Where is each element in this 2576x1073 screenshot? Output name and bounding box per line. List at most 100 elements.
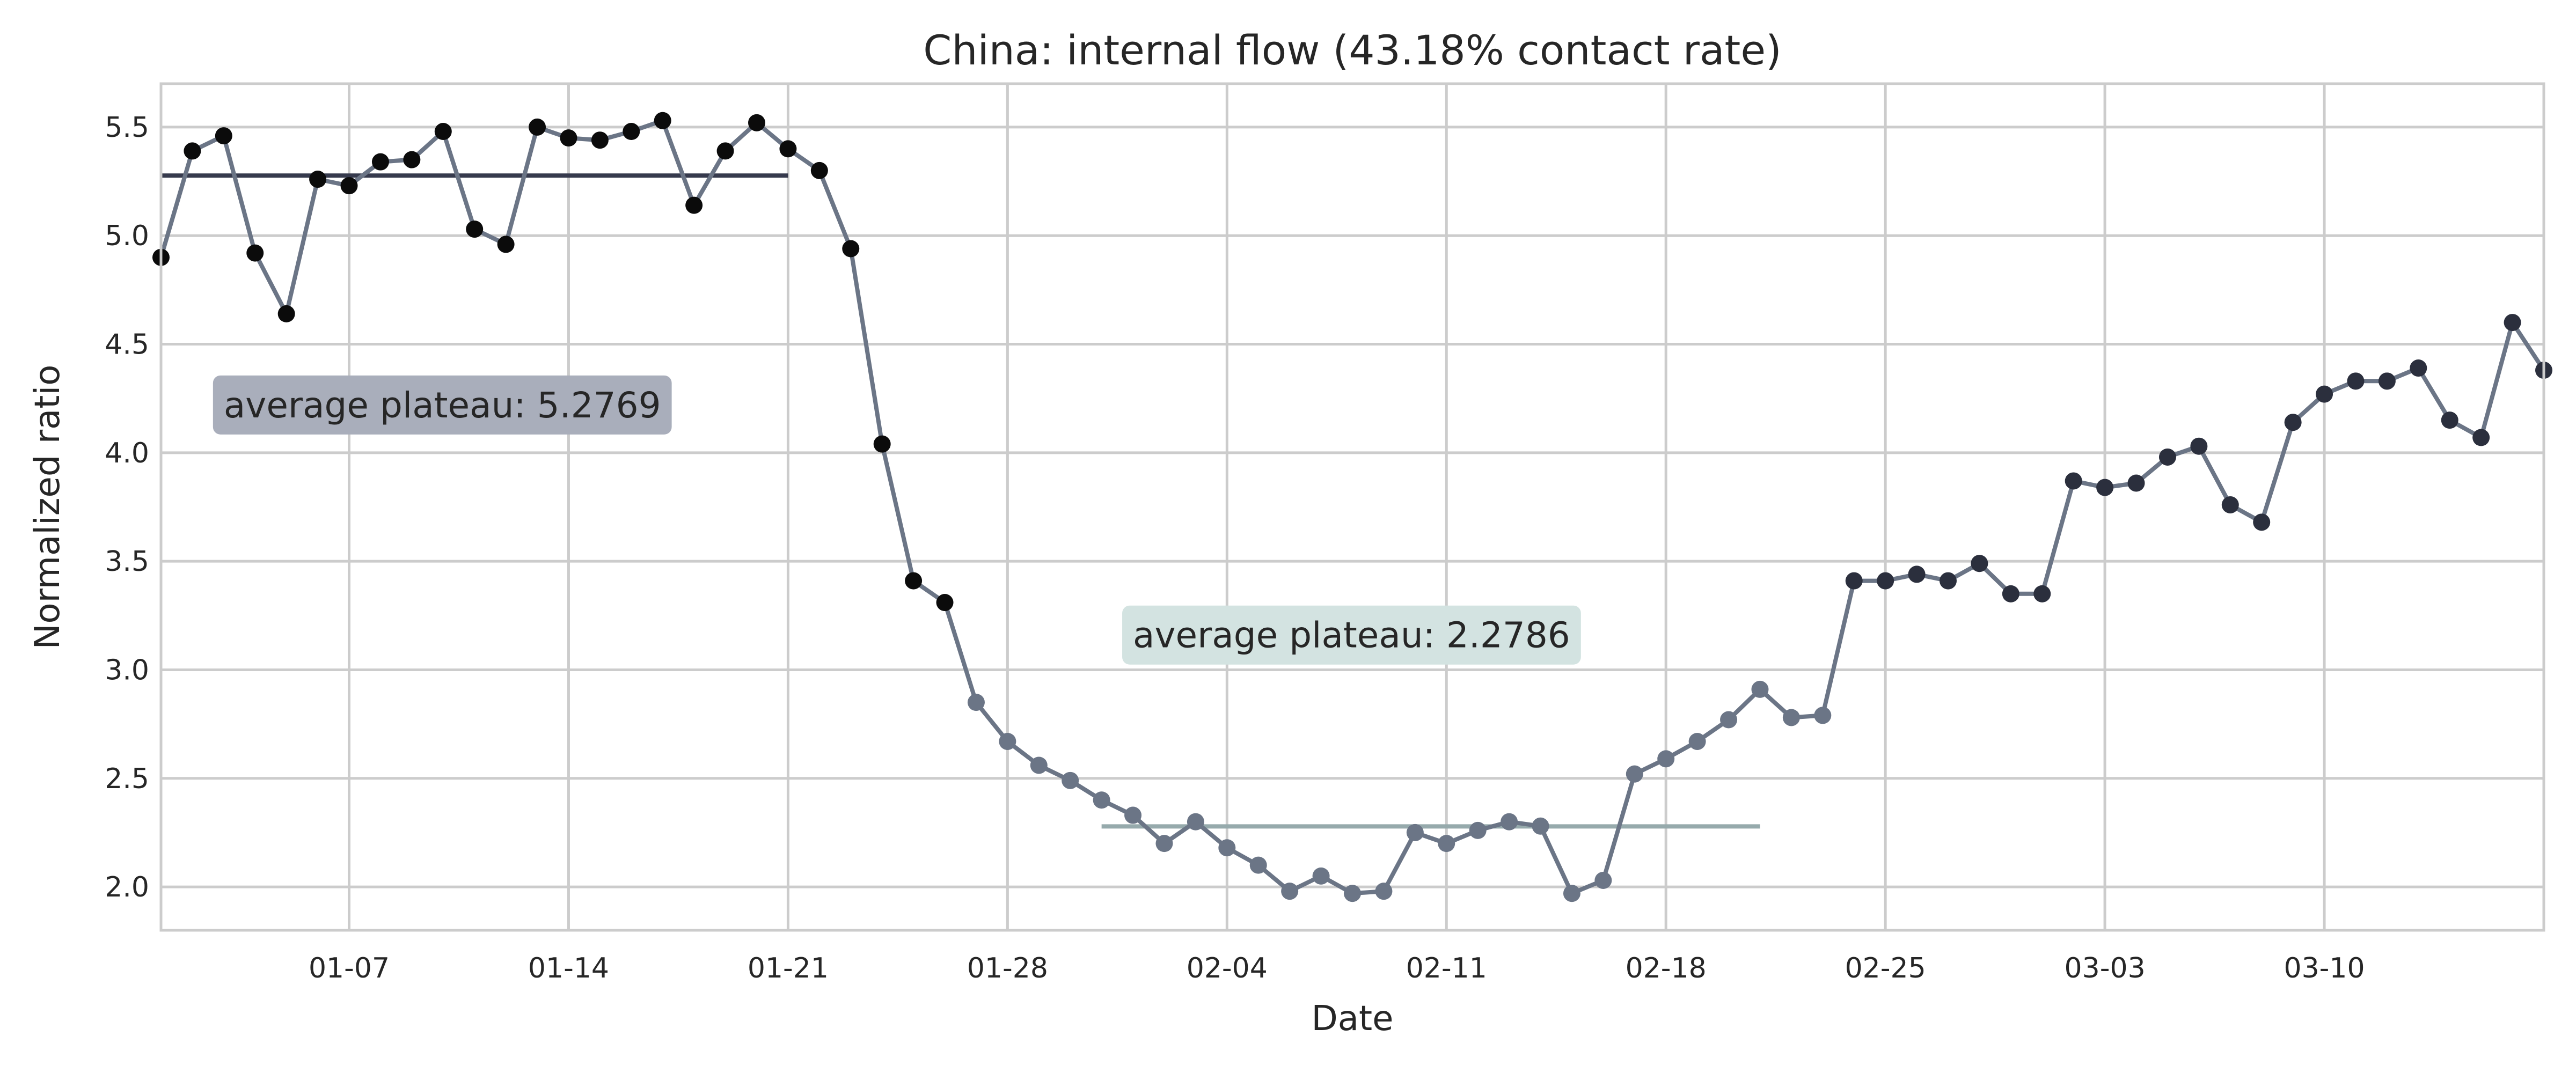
- data-point: [842, 240, 860, 258]
- x-tick-label: 02-04: [1187, 952, 1268, 984]
- x-tick-label: 01-28: [967, 952, 1048, 984]
- data-point: [2033, 585, 2051, 602]
- data-point: [1940, 572, 1957, 590]
- x-tick-label: 02-11: [1406, 952, 1487, 984]
- y-tick-label: 3.0: [105, 654, 149, 686]
- annotation-text: average plateau: 5.2769: [224, 385, 661, 426]
- plot-area: [161, 84, 2544, 930]
- data-point: [1030, 756, 1048, 774]
- x-tick-label: 03-10: [2284, 952, 2365, 984]
- data-point: [2472, 429, 2490, 446]
- data-point: [936, 594, 954, 612]
- data-point: [2221, 496, 2239, 513]
- annotation-text: average plateau: 2.2786: [1133, 615, 1570, 656]
- data-point: [1563, 885, 1580, 902]
- data-point: [2316, 385, 2333, 403]
- x-tick-label: 01-07: [309, 952, 390, 984]
- plateau-annotation: average plateau: 2.2786: [1122, 605, 1581, 665]
- y-tick-label: 5.5: [105, 112, 149, 144]
- annotation-box: [213, 375, 672, 435]
- data-point: [560, 129, 577, 147]
- data-point: [2378, 372, 2396, 390]
- data-point: [277, 305, 295, 322]
- data-point: [1312, 867, 1330, 885]
- data-point: [1908, 565, 1926, 583]
- data-point: [1406, 824, 1424, 841]
- data-point: [1469, 821, 1487, 839]
- data-point: [1124, 806, 1142, 824]
- data-point: [623, 123, 640, 141]
- data-point: [2347, 372, 2365, 390]
- y-tick-label: 2.5: [105, 763, 149, 795]
- data-point: [2253, 513, 2271, 531]
- data-point: [1877, 572, 1894, 590]
- data-points: [152, 112, 2552, 902]
- data-point: [716, 142, 734, 160]
- plot-frame: [159, 82, 2545, 932]
- data-point: [1438, 835, 1455, 852]
- data-point: [748, 114, 765, 131]
- data-point: [2096, 479, 2114, 496]
- data-point: [2410, 359, 2427, 377]
- y-tick-label: 3.5: [105, 546, 149, 578]
- annotation-box: [1122, 605, 1581, 665]
- x-tick-label: 02-25: [1845, 952, 1926, 984]
- data-point: [2441, 411, 2458, 429]
- plateau-labels: average plateau: 5.2769 average plateau: …: [213, 375, 1581, 665]
- data-point: [2504, 314, 2521, 332]
- data-point: [184, 142, 201, 160]
- data-point: [1532, 817, 1549, 835]
- data-point: [434, 123, 452, 141]
- data-point: [403, 151, 421, 168]
- data-point: [529, 118, 546, 136]
- data-point: [810, 161, 828, 179]
- data-point: [1845, 572, 1863, 590]
- data-point: [967, 694, 985, 711]
- data-point: [1187, 813, 1204, 831]
- data-point: [685, 196, 703, 214]
- data-point: [1218, 839, 1236, 857]
- data-point: [1688, 732, 1706, 750]
- data-point: [1626, 765, 1643, 783]
- data-point: [309, 171, 327, 188]
- data-point: [2002, 585, 2019, 602]
- data-point: [905, 572, 923, 590]
- data-point: [1344, 885, 1361, 902]
- data-point: [591, 131, 609, 149]
- data-point: [215, 127, 232, 145]
- data-point: [1657, 750, 1675, 768]
- x-tick-label: 01-21: [748, 952, 829, 984]
- data-point: [2127, 474, 2145, 492]
- data-point: [1594, 871, 1612, 889]
- data-point: [340, 177, 358, 195]
- data-point: [1249, 856, 1267, 874]
- tick-labels: 2.0 2.5 3.0 3.5 4.0 4.5 5.0 5.5 01-07 01-14 01-21 0…: [105, 112, 2365, 984]
- data-point: [1281, 883, 1299, 900]
- x-tick-label: 03-03: [2065, 952, 2146, 984]
- data-point: [1155, 835, 1173, 852]
- data-point: [779, 140, 797, 158]
- data-point: [1375, 883, 1393, 900]
- y-tick-label: 4.5: [105, 329, 149, 361]
- data-point: [873, 435, 891, 453]
- y-tick-label: 5.0: [105, 220, 149, 252]
- data-point: [1720, 711, 1738, 729]
- data-point: [1093, 791, 1110, 809]
- x-tick-label: 01-14: [528, 952, 609, 984]
- data-point: [1971, 555, 1988, 572]
- y-axis-label: Normalized ratio: [28, 365, 68, 650]
- data-point: [466, 221, 484, 238]
- chart-title: China: internal flow (43.18% contact rat…: [923, 26, 1782, 74]
- data-point: [2190, 437, 2208, 455]
- grid: [161, 84, 2544, 930]
- y-tick-label: 4.0: [105, 437, 149, 469]
- plateau-annotation: average plateau: 5.2769: [213, 375, 672, 435]
- data-point: [654, 112, 671, 129]
- x-axis-label: Date: [1312, 999, 1394, 1039]
- data-point: [1782, 709, 1800, 726]
- data-point: [1814, 707, 1832, 724]
- data-point: [371, 153, 389, 171]
- x-tick-label: 02-18: [1626, 952, 1707, 984]
- data-point: [2158, 448, 2176, 466]
